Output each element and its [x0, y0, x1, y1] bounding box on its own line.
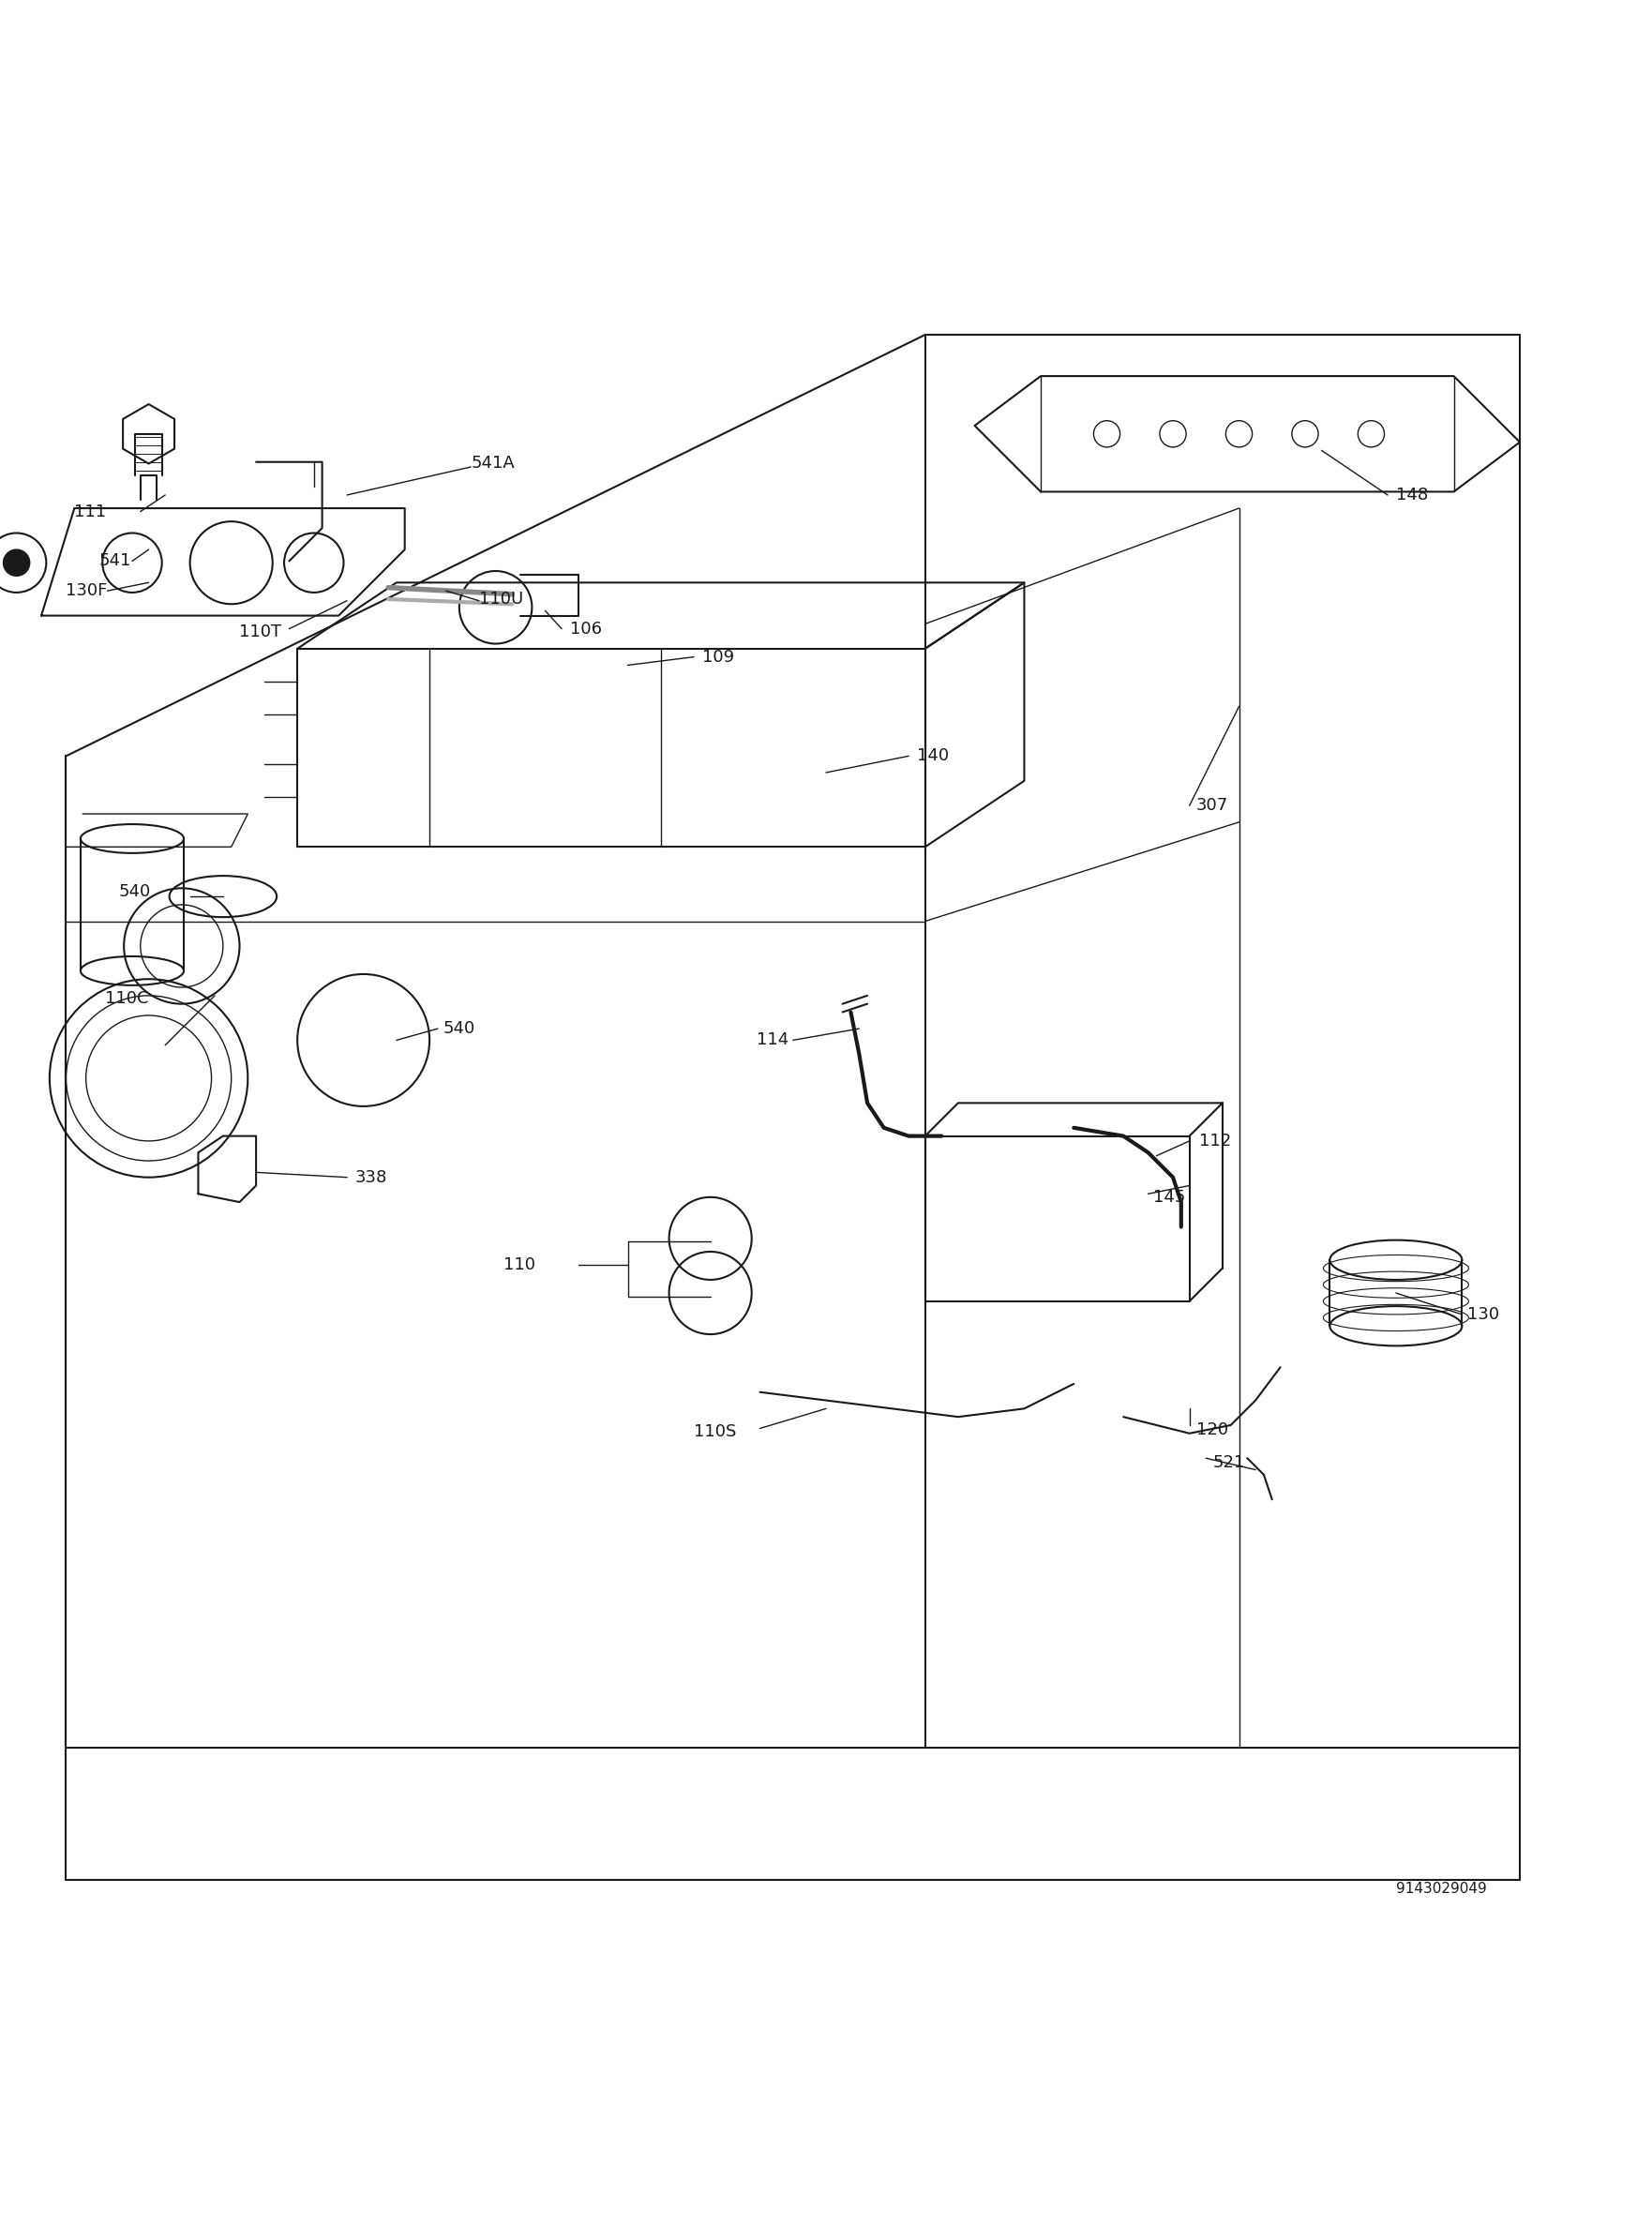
Text: 106: 106	[570, 620, 601, 638]
Text: 541A: 541A	[471, 455, 515, 472]
Text: 338: 338	[355, 1169, 388, 1187]
Text: 130: 130	[1467, 1305, 1498, 1323]
Text: 130F: 130F	[66, 582, 107, 600]
Text: 111: 111	[74, 504, 106, 519]
Text: 110: 110	[504, 1256, 535, 1274]
Text: 112: 112	[1199, 1133, 1231, 1149]
Circle shape	[3, 549, 30, 575]
Text: 9143029049: 9143029049	[1396, 1883, 1487, 1896]
Text: 110S: 110S	[694, 1424, 737, 1440]
Text: 541: 541	[99, 553, 132, 569]
Text: 540: 540	[119, 882, 150, 900]
Text: 114: 114	[757, 1032, 788, 1048]
Text: 110T: 110T	[240, 625, 282, 640]
Text: 109: 109	[702, 649, 733, 665]
Text: 120: 120	[1196, 1422, 1227, 1437]
Text: 145: 145	[1153, 1189, 1186, 1205]
Text: 110U: 110U	[479, 591, 524, 607]
Text: 307: 307	[1196, 797, 1227, 815]
Text: 521: 521	[1213, 1455, 1246, 1471]
Text: 110C: 110C	[106, 990, 149, 1008]
Text: 148: 148	[1396, 486, 1427, 504]
Text: 540: 540	[443, 1021, 474, 1037]
Text: 140: 140	[917, 748, 948, 763]
